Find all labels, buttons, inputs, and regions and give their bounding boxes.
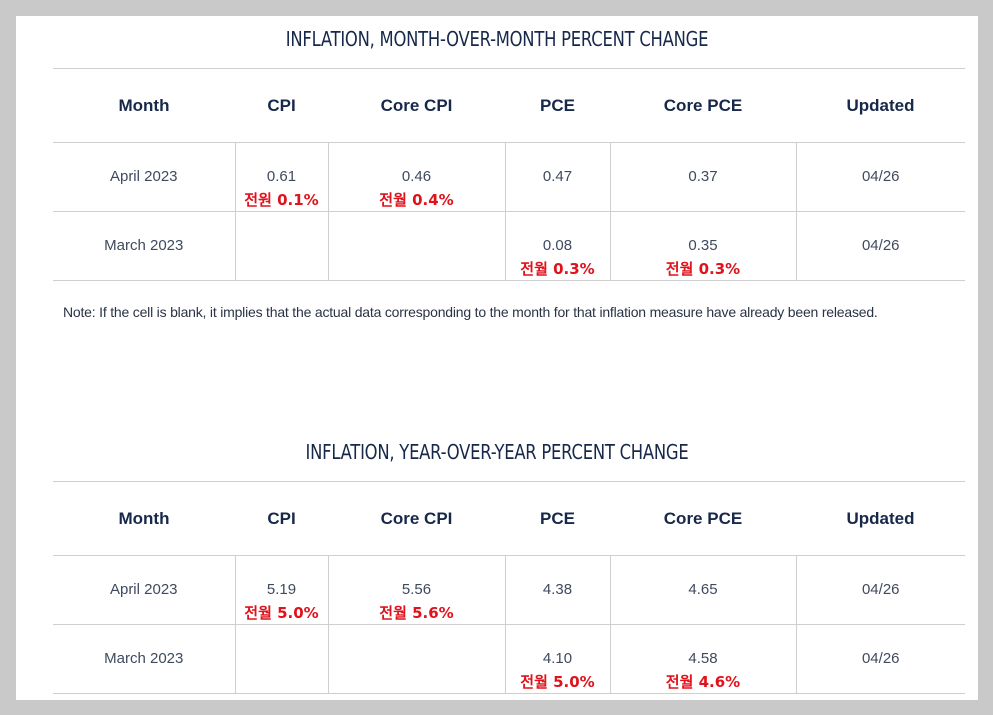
col-header-pce: PCE: [505, 68, 610, 143]
col-header-cpi: CPI: [235, 481, 328, 556]
table-row: March 2023 4.10 전월 5.0% 4.58 전월 4.6% 04/26: [53, 624, 965, 694]
core-pce-value: 4.58: [688, 650, 718, 667]
col-header-month: Month: [53, 481, 235, 556]
cpi-value: 5.19: [266, 581, 297, 598]
pce-value: 4.38: [542, 581, 573, 598]
updated-cell: 04/26: [861, 581, 900, 598]
cpi-annotation: 전월 5.0%: [244, 604, 319, 622]
col-header-month: Month: [53, 68, 235, 143]
col-header-core-pce: Core PCE: [610, 68, 796, 143]
yoy-table-title: INFLATION, YEAR-OVER-YEAR PERCENT CHANGE: [305, 440, 689, 464]
col-header-updated: Updated: [796, 68, 965, 143]
col-header-updated: Updated: [796, 481, 965, 556]
month-cell: March 2023: [104, 237, 184, 254]
footnote: Note: If the cell is blank, it implies t…: [63, 304, 878, 320]
updated-cell: 04/26: [861, 237, 900, 254]
core-cpi-annotation: 전월 0.4%: [379, 191, 454, 209]
core-cpi-annotation: 전월 5.6%: [379, 604, 454, 622]
col-header-core-pce: Core PCE: [610, 481, 796, 556]
col-header-pce: PCE: [505, 481, 610, 556]
col-header-core-cpi: Core CPI: [328, 481, 505, 556]
core-pce-value: 0.35: [688, 237, 718, 254]
document-page: INFLATION, MONTH-OVER-MONTH PERCENT CHAN…: [16, 16, 978, 700]
core-pce-annotation: 전월 4.6%: [665, 673, 741, 691]
pce-value: 0.08: [542, 237, 573, 254]
pce-annotation: 전월 5.0%: [520, 673, 595, 691]
updated-cell: 04/26: [861, 168, 900, 185]
col-header-cpi: CPI: [235, 68, 328, 143]
pce-value: 4.10: [542, 650, 573, 667]
month-cell: April 2023: [109, 581, 178, 598]
mom-table: Month CPI Core CPI PCE Core PCE Updated …: [53, 68, 965, 281]
col-header-core-cpi: Core CPI: [328, 68, 505, 143]
core-pce-value: 4.65: [688, 581, 718, 598]
table-row: April 2023 0.61 전원 0.1% 0.46 전월 0.4% 0.47 …: [53, 142, 965, 212]
yoy-table: Month CPI Core CPI PCE Core PCE Updated …: [53, 481, 965, 694]
table-row: March 2023 0.08 전월 0.3% 0.35 전월 0.3% 04/26: [53, 211, 965, 281]
cpi-value: 0.61: [266, 168, 297, 185]
mom-header-row: Month CPI Core CPI PCE Core PCE Updated: [53, 68, 965, 143]
cpi-annotation: 전원 0.1%: [244, 191, 319, 209]
core-pce-annotation: 전월 0.3%: [665, 260, 741, 278]
yoy-header-row: Month CPI Core CPI PCE Core PCE Updated: [53, 481, 965, 556]
table-row: April 2023 5.19 전월 5.0% 5.56 전월 5.6% 4.38 …: [53, 555, 965, 625]
month-cell: March 2023: [104, 650, 184, 667]
month-cell: April 2023: [109, 168, 178, 185]
core-pce-value: 0.37: [688, 168, 718, 185]
core-cpi-value: 0.46: [401, 168, 432, 185]
pce-annotation: 전월 0.3%: [520, 260, 595, 278]
pce-value: 0.47: [542, 168, 573, 185]
mom-table-title: INFLATION, MONTH-OVER-MONTH PERCENT CHAN…: [285, 27, 709, 51]
updated-cell: 04/26: [861, 650, 900, 667]
core-cpi-value: 5.56: [401, 581, 432, 598]
